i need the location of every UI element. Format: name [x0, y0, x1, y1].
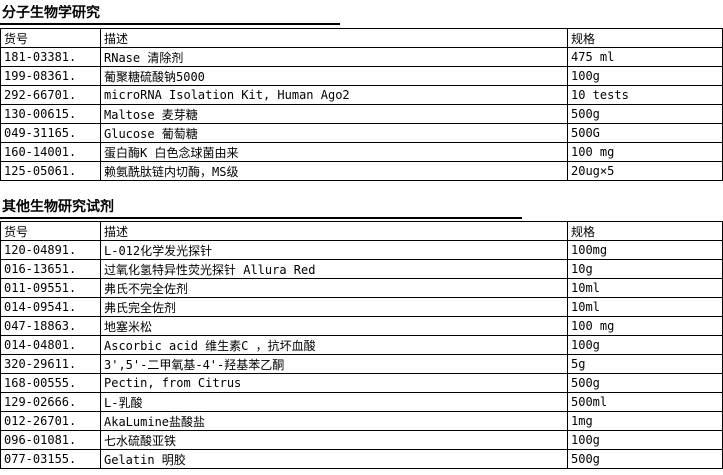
table-row: 096-01081. 七水硫酸亚铁 100g	[0, 430, 723, 450]
table-row: 120-04891. L-012化学发光探针 100mg	[0, 240, 723, 260]
cell-catalog-no: 014-04801.	[0, 335, 101, 355]
cell-spec: 100mg	[567, 240, 723, 260]
table-row: 130-00615. Maltose 麦芽糖 500g	[0, 104, 723, 124]
table-row: 077-03155. Gelatin 明胶 500g	[0, 449, 723, 469]
table-row: 049-31165. Glucose 葡萄糖 500G	[0, 123, 723, 143]
reagent-catalog-sheet: 分子生物学研究 货号 描述 规格 181-03381. RNase 清除剂 47…	[0, 5, 723, 469]
cell-spec: 500g	[567, 373, 723, 393]
cell-description: L-乳酸	[100, 392, 568, 412]
cell-catalog-no: 199-08361.	[0, 66, 101, 86]
section-title-molecular-biology: 分子生物学研究	[0, 5, 340, 25]
cell-description: 蛋白酶K 白色念球菌由来	[100, 142, 568, 162]
cell-spec: 100 mg	[567, 142, 723, 162]
cell-spec: 100g	[567, 430, 723, 450]
table-row: 011-09551. 弗氏不完全佐剂 10ml	[0, 278, 723, 298]
cell-description: Gelatin 明胶	[100, 449, 568, 469]
table-row: 320-29611. 3',5'-二甲氧基-4'-羟基苯乙酮 5g	[0, 354, 723, 374]
cell-catalog-no: 129-02666.	[0, 392, 101, 412]
cell-spec: 500ml	[567, 392, 723, 412]
cell-catalog-no: 011-09551.	[0, 278, 101, 298]
cell-spec: 10 tests	[567, 85, 723, 105]
cell-description: Ascorbic acid 维生素C ，抗坏血酸	[100, 335, 568, 355]
cell-description: 葡聚糖硫酸钠5000	[100, 66, 568, 86]
table-row: 199-08361. 葡聚糖硫酸钠5000 100g	[0, 66, 723, 86]
cell-spec: 100 mg	[567, 316, 723, 336]
header-row: 货号 描述 规格	[0, 221, 723, 241]
cell-description: 弗氏完全佐剂	[100, 297, 568, 317]
cell-catalog-no: 049-31165.	[0, 123, 101, 143]
cell-catalog-no: 096-01081.	[0, 430, 101, 450]
cell-description: RNase 清除剂	[100, 47, 568, 67]
cell-spec: 10g	[567, 259, 723, 279]
column-header-description: 描述	[100, 221, 568, 241]
cell-description: L-012化学发光探针	[100, 240, 568, 260]
cell-catalog-no: 320-29611.	[0, 354, 101, 374]
cell-catalog-no: 292-66701.	[0, 85, 101, 105]
cell-spec: 10ml	[567, 278, 723, 298]
cell-description: microRNA Isolation Kit, Human Ago2	[100, 85, 568, 105]
cell-catalog-no: 047-18863.	[0, 316, 101, 336]
column-header-spec: 规格	[567, 221, 723, 241]
column-header-description: 描述	[100, 28, 568, 48]
cell-description: 地塞米松	[100, 316, 568, 336]
cell-description: Maltose 麦芽糖	[100, 104, 568, 124]
table-row: 016-13651. 过氧化氢特异性荧光探针 Allura Red 10g	[0, 259, 723, 279]
table-row: 125-05061. 赖氨酰肽链内切酶，MS级 20ug×5	[0, 161, 723, 181]
cell-spec: 20ug×5	[567, 161, 723, 181]
cell-catalog-no: 014-09541.	[0, 297, 101, 317]
cell-spec: 500G	[567, 123, 723, 143]
table-row: 012-26701. AkaLumine盐酸盐 1mg	[0, 411, 723, 431]
molecular-biology-table-body: 181-03381. RNase 清除剂 475 ml 199-08361. 葡…	[0, 47, 723, 181]
cell-catalog-no: 168-00555.	[0, 373, 101, 393]
cell-catalog-no: 077-03155.	[0, 449, 101, 469]
cell-description: 弗氏不完全佐剂	[100, 278, 568, 298]
cell-spec: 5g	[567, 354, 723, 374]
cell-description: 过氧化氢特异性荧光探针 Allura Red	[100, 259, 568, 279]
cell-catalog-no: 012-26701.	[0, 411, 101, 431]
cell-catalog-no: 016-13651.	[0, 259, 101, 279]
cell-catalog-no: 160-14001.	[0, 142, 101, 162]
table-row: 014-09541. 弗氏完全佐剂 10ml	[0, 297, 723, 317]
cell-description: 3',5'-二甲氧基-4'-羟基苯乙酮	[100, 354, 568, 374]
cell-catalog-no: 125-05061.	[0, 161, 101, 181]
header-row: 货号 描述 规格	[0, 28, 723, 48]
table-row: 168-00555. Pectin, from Citrus 500g	[0, 373, 723, 393]
cell-description: AkaLumine盐酸盐	[100, 411, 568, 431]
table-row: 014-04801. Ascorbic acid 维生素C ，抗坏血酸 100g	[0, 335, 723, 355]
section-title-other-bio-reagents: 其他生物研究试剂	[0, 199, 522, 219]
column-header-spec: 规格	[567, 28, 723, 48]
other-bio-reagents-table: 货号 描述 规格 120-04891. L-012化学发光探针 100mg 01…	[0, 221, 723, 469]
molecular-biology-table: 货号 描述 规格 181-03381. RNase 清除剂 475 ml 199…	[0, 28, 723, 181]
column-header-catalog-no: 货号	[0, 28, 101, 48]
cell-catalog-no: 120-04891.	[0, 240, 101, 260]
cell-spec: 100g	[567, 66, 723, 86]
table-row: 160-14001. 蛋白酶K 白色念球菌由来 100 mg	[0, 142, 723, 162]
cell-description: 赖氨酰肽链内切酶，MS级	[100, 161, 568, 181]
table-row: 292-66701. microRNA Isolation Kit, Human…	[0, 85, 723, 105]
cell-spec: 500g	[567, 449, 723, 469]
table-row: 129-02666. L-乳酸 500ml	[0, 392, 723, 412]
table-row: 181-03381. RNase 清除剂 475 ml	[0, 47, 723, 67]
cell-spec: 500g	[567, 104, 723, 124]
cell-spec: 475 ml	[567, 47, 723, 67]
other-bio-reagents-table-body: 120-04891. L-012化学发光探针 100mg 016-13651. …	[0, 240, 723, 469]
cell-catalog-no: 130-00615.	[0, 104, 101, 124]
cell-spec: 100g	[567, 335, 723, 355]
cell-spec: 1mg	[567, 411, 723, 431]
cell-catalog-no: 181-03381.	[0, 47, 101, 67]
table-row: 047-18863. 地塞米松 100 mg	[0, 316, 723, 336]
cell-description: Glucose 葡萄糖	[100, 123, 568, 143]
column-header-catalog-no: 货号	[0, 221, 101, 241]
cell-description: 七水硫酸亚铁	[100, 430, 568, 450]
cell-spec: 10ml	[567, 297, 723, 317]
cell-description: Pectin, from Citrus	[100, 373, 568, 393]
